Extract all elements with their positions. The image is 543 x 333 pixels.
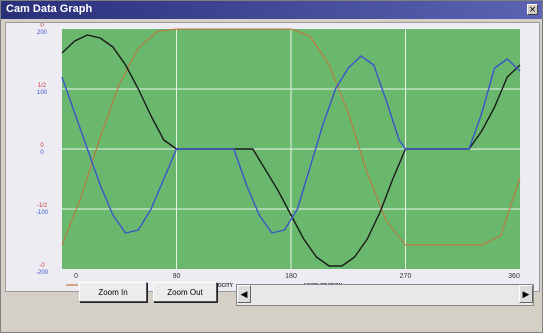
title-bar[interactable]: Cam Data Graph × (1, 1, 542, 19)
y-tick-label-bottom: 100 (37, 90, 48, 96)
close-button[interactable]: × (527, 4, 538, 15)
y-tick-label-bottom: 200 (37, 30, 48, 36)
zoom-in-button[interactable]: Zoom In (79, 282, 147, 302)
y-tick-label-top: 0 (40, 143, 44, 149)
x-tick-label: 90 (173, 273, 181, 280)
legend-label-velocity: VELOCITY (208, 283, 234, 289)
series-line-acceleration (61, 55, 521, 234)
series-line-position (61, 28, 521, 246)
y-tick-label-top: -1/2 (37, 203, 48, 209)
scroll-right-arrow-icon[interactable]: ▶ (519, 285, 533, 303)
x-tick-label: 270 (400, 273, 412, 280)
zoom-out-button[interactable]: Zoom Out (153, 282, 217, 302)
y-tick-label-bottom: -100 (36, 210, 49, 216)
x-tick-label: 360 (508, 273, 520, 280)
y-tick-label-top: -0 (39, 263, 45, 269)
graph-panel: 0 200 1/2 100 0 0 -1/2 -100 -0 -200 0 90 180 270 360 … (5, 22, 540, 292)
y-tick-label-top: 0 (40, 23, 44, 29)
scroll-left-arrow-icon[interactable]: ◀ (237, 285, 251, 303)
y-tick-label-bottom: -200 (36, 270, 49, 276)
y-tick-label-bottom: 0 (40, 150, 44, 156)
x-tick-label: 0 (74, 273, 78, 280)
x-tick-label: 180 (285, 273, 297, 280)
y-tick-label-top: 1/2 (38, 83, 47, 89)
horizontal-scrollbar[interactable]: ◀ ▶ (236, 284, 534, 306)
window-title: Cam Data Graph (6, 3, 93, 15)
